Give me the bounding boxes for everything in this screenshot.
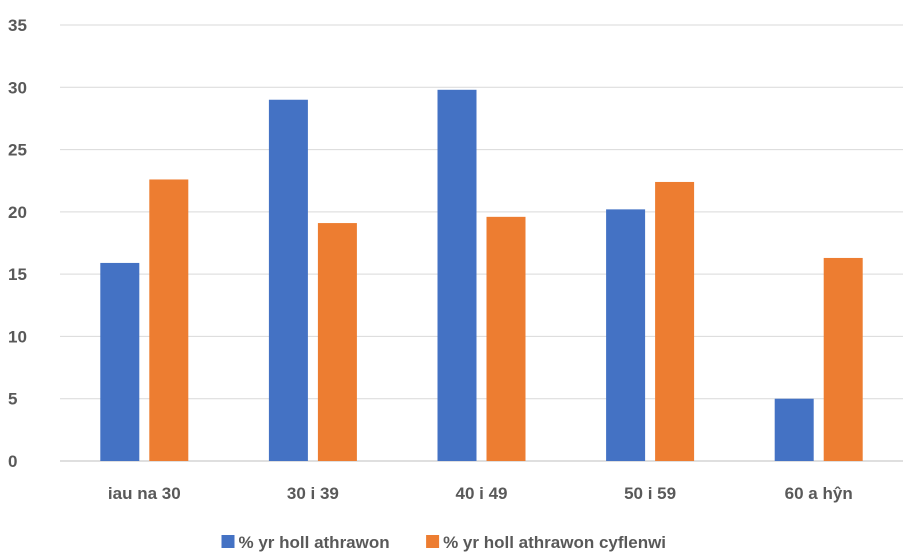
y-tick-label: 0: [8, 452, 17, 471]
bar-series-2: [823, 257, 863, 461]
bar-series-2: [486, 216, 526, 461]
gridlines: [60, 24, 903, 462]
legend-label: % yr holl athrawon cyflenwi: [443, 533, 666, 552]
legend-entry: % yr holl athrawon cyflenwi: [426, 533, 666, 552]
bar-series-2: [317, 223, 357, 461]
legend-swatch: [426, 535, 440, 548]
bar-series-1: [100, 262, 140, 461]
y-tick-label: 20: [8, 203, 27, 222]
x-tick-label: iau na 30: [108, 484, 181, 503]
bar-series-1: [268, 99, 308, 461]
bar-series-1: [774, 398, 814, 461]
x-axis-tick-labels: iau na 30 30 i 39 40 i 49 50 i 59 60 a hŷn: [108, 484, 853, 503]
bar-series-2: [149, 179, 189, 461]
x-tick-label: 40 i 49: [456, 484, 508, 503]
x-tick-label: 50 i 59: [624, 484, 676, 503]
y-tick-label: 30: [8, 78, 27, 97]
bars: [100, 89, 863, 461]
y-tick-label: 25: [8, 141, 27, 160]
legend: % yr holl athrawon % yr holl athrawon cyf…: [221, 533, 666, 552]
x-tick-label: 60 a hŷn: [785, 484, 853, 503]
y-tick-label: 10: [8, 327, 27, 346]
bar-series-2: [655, 181, 695, 461]
bar-series-1: [437, 89, 477, 461]
y-tick-label: 5: [8, 390, 17, 409]
y-tick-label: 35: [8, 16, 27, 35]
legend-label: % yr holl athrawon: [239, 533, 390, 552]
legend-swatch: [221, 535, 235, 548]
y-axis-tick-labels: 0 5 10 15 20 25 30 35: [8, 16, 27, 471]
legend-entry: % yr holl athrawon: [221, 533, 390, 552]
bar-series-1: [606, 209, 646, 461]
x-tick-label: 30 i 39: [287, 484, 339, 503]
y-tick-label: 15: [8, 265, 27, 284]
